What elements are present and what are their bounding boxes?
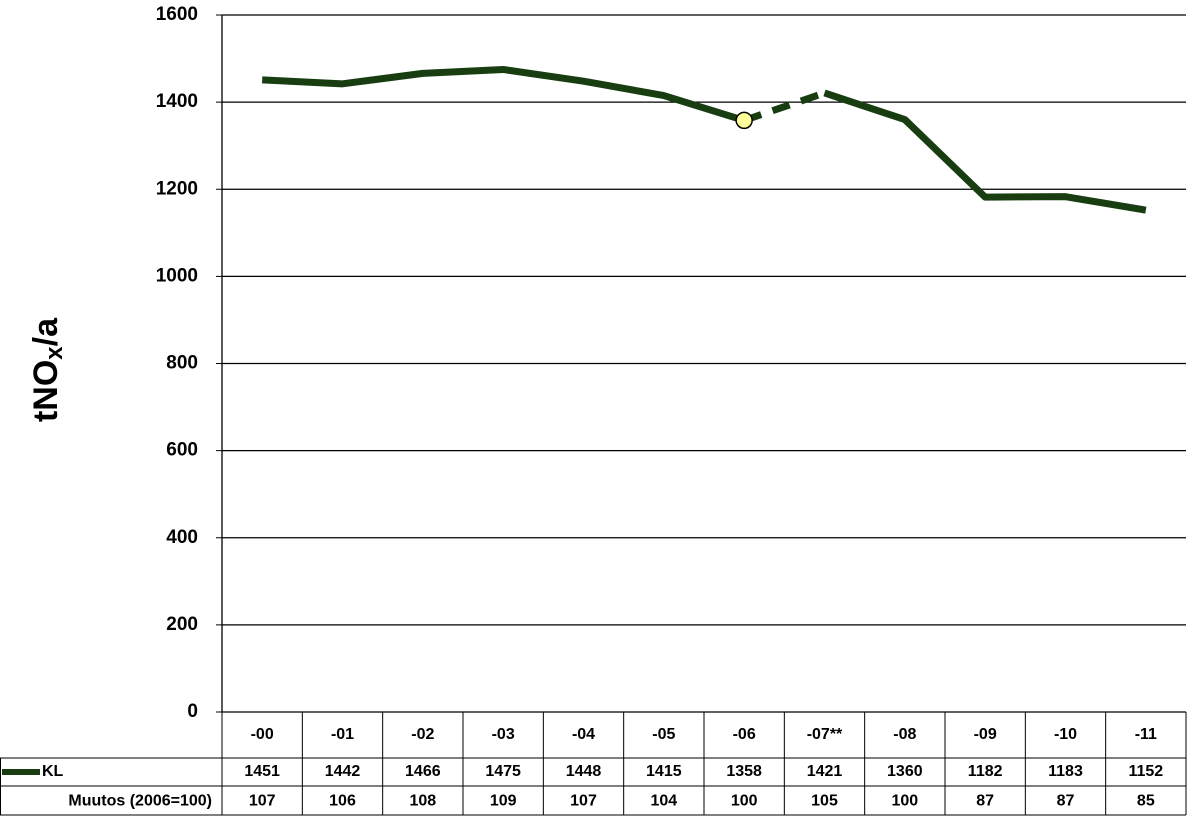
line-dashed bbox=[743, 89, 826, 124]
table-cell: 1448 bbox=[566, 763, 602, 780]
table-cell: 100 bbox=[731, 793, 758, 810]
table-cell: 105 bbox=[811, 793, 838, 810]
table-cell: 100 bbox=[891, 793, 918, 810]
x-tick-label: -00 bbox=[251, 726, 274, 743]
y-label-main: tNO bbox=[27, 360, 65, 422]
y-label-rest: /a bbox=[27, 317, 65, 346]
legend-label: KL bbox=[42, 763, 64, 780]
line bbox=[823, 89, 1147, 214]
table-cell: 87 bbox=[976, 793, 994, 810]
line bbox=[261, 65, 746, 124]
table-cell: 1421 bbox=[807, 763, 843, 780]
y-tick-label: 1000 bbox=[156, 265, 198, 286]
table-cell: 106 bbox=[329, 793, 356, 810]
y-label-sub: x bbox=[41, 346, 68, 360]
table-cell: 107 bbox=[249, 793, 276, 810]
x-tick-label: -08 bbox=[893, 726, 916, 743]
row-label: Muutos (2006=100) bbox=[68, 793, 212, 810]
x-tick-label: -06 bbox=[733, 726, 756, 743]
x-tick-label: -04 bbox=[572, 726, 595, 743]
table-cell: 1415 bbox=[646, 763, 682, 780]
table-cell: 1442 bbox=[325, 763, 361, 780]
y-tick-label: 1400 bbox=[156, 91, 198, 112]
x-tick-label: -02 bbox=[411, 726, 434, 743]
y-tick-label: 200 bbox=[166, 614, 198, 635]
x-tick-label: -09 bbox=[974, 726, 997, 743]
table-cell: 1182 bbox=[968, 763, 1003, 780]
y-axis-label: tNOx/a bbox=[27, 317, 68, 422]
x-tick-label: -03 bbox=[492, 726, 515, 743]
table-cell: 1475 bbox=[485, 763, 521, 780]
table-cell: 108 bbox=[409, 793, 436, 810]
table-cell: 1466 bbox=[405, 763, 441, 780]
y-tick-label: 400 bbox=[166, 527, 198, 548]
y-tick-label: 1600 bbox=[156, 4, 198, 25]
table-cell: 87 bbox=[1057, 793, 1075, 810]
table-cell: 1358 bbox=[726, 763, 762, 780]
table-cell: 107 bbox=[570, 793, 597, 810]
table-cell: 1451 bbox=[244, 763, 280, 780]
x-tick-label: -01 bbox=[331, 726, 354, 743]
x-tick-label: -10 bbox=[1054, 726, 1077, 743]
x-tick-label: -07** bbox=[807, 726, 843, 743]
table-cell: 104 bbox=[650, 793, 677, 810]
table-cell: 85 bbox=[1137, 793, 1155, 810]
table-cell: 1183 bbox=[1048, 763, 1083, 780]
y-tick-label: 800 bbox=[166, 353, 198, 374]
x-tick-label: -11 bbox=[1135, 726, 1157, 743]
y-tick-label: 1200 bbox=[156, 178, 198, 199]
table-cell: 1152 bbox=[1128, 763, 1163, 780]
x-tick-label: -05 bbox=[652, 726, 675, 743]
marker bbox=[735, 111, 753, 130]
y-tick-label: 0 bbox=[187, 701, 198, 722]
table-cell: 109 bbox=[490, 793, 517, 810]
y-tick-label: 600 bbox=[166, 440, 198, 461]
table-cell: 1360 bbox=[887, 763, 923, 780]
